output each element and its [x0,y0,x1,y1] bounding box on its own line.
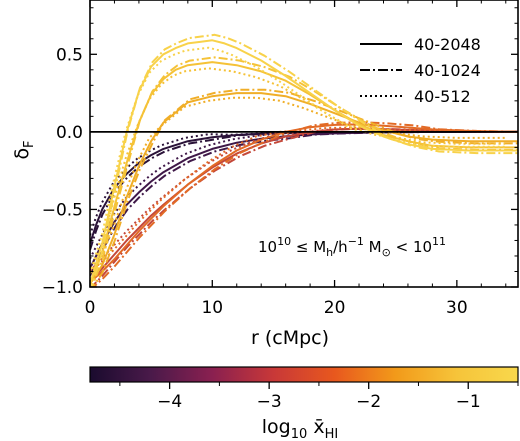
series-line-6-dashdot [90,33,518,287]
series-line-3-dashdot [92,121,518,287]
colorbar-tick-label: −3 [257,392,282,412]
colorbar-tick-label: −2 [356,392,381,412]
colorbar-tick-label: −1 [456,392,481,412]
x-tick-label: 20 [324,298,346,318]
series-line-3-solid [90,123,518,284]
colorbar: −4 −3 −2 −1 log10 x̄HI [89,366,519,441]
y-tick-label: −1.0 [42,278,83,298]
legend: 40-2048 40-1024 40-512 [360,35,481,106]
colorbar-ticks: −4 −3 −2 −1 [119,382,519,412]
series-line-4-dashdot [91,88,518,287]
y-tick-label: 0.0 [56,123,83,143]
x-tick-label: 30 [446,298,468,318]
legend-label-dotted: 40-512 [414,87,471,106]
y-axis-label-sub: F [22,140,37,147]
series-line-2-dotted [90,127,506,272]
plot-area: 0 10 20 30 −1.0 −0.5 0.0 0.5 [42,0,519,318]
series-line-3-dotted [90,126,506,273]
x-axis-label: r (cMpc) [251,327,329,349]
legend-label-dashdot: 40-1024 [414,61,481,80]
y-axis-label: δF [11,140,37,159]
y-tick-label: 0.5 [56,45,83,65]
colorbar-label: log10 x̄HI [262,416,338,441]
series-line-5-dashdot [90,56,518,287]
y-axis-label-main: δ [11,148,33,160]
legend-label-solid: 40-2048 [414,35,481,54]
series-line-4-dotted [90,96,506,275]
plot-frame [89,0,519,288]
mass-range-annotation: 1010 ≤ Mh/h−1 M⊙ < 1011 [258,235,446,259]
series-line-5-dotted [90,67,506,274]
colorbar-gradient [89,366,519,383]
series-line-6-dotted [90,46,506,274]
y-tick-label: −0.5 [42,200,83,220]
x-tick-label: 10 [201,298,223,318]
axis-ticks [89,0,518,288]
colorbar-tick-label: −4 [157,392,182,412]
axis-tick-labels: 0 10 20 30 −1.0 −0.5 0.0 0.5 [42,45,468,318]
series-group [90,33,518,287]
x-tick-label: 0 [85,298,96,318]
